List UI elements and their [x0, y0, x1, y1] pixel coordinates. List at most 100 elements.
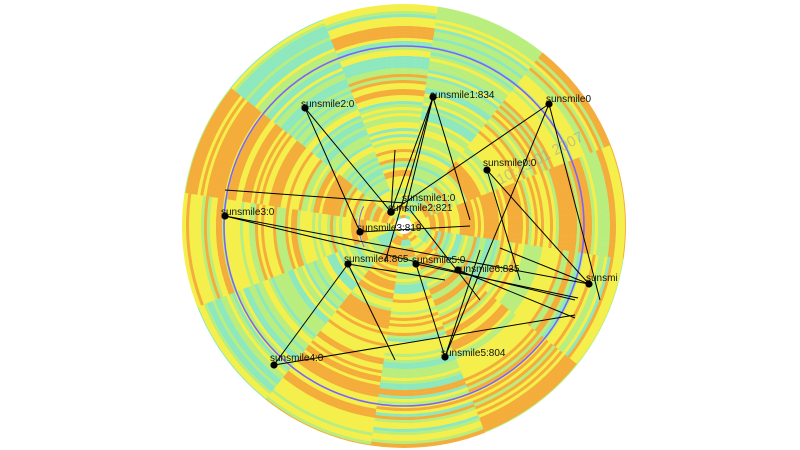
ring-band	[339, 49, 432, 65]
ring-band	[380, 364, 460, 379]
ring-band	[424, 229, 433, 245]
ring-band	[359, 241, 377, 263]
ring-band	[405, 214, 412, 220]
ring-band	[485, 241, 510, 294]
ring-band	[268, 139, 300, 206]
ring-band	[433, 25, 532, 71]
ring-band	[475, 196, 485, 239]
ring-band	[312, 337, 383, 371]
ring-band	[302, 349, 381, 386]
ring-band	[327, 134, 370, 167]
ring-band	[377, 381, 467, 397]
ring-band	[372, 205, 382, 222]
ring-band	[236, 289, 295, 367]
ring-band	[361, 109, 422, 121]
ring-band	[595, 149, 614, 259]
ring-band	[378, 375, 464, 391]
ring-band	[448, 168, 474, 201]
ring-band	[353, 165, 382, 188]
ring-band	[484, 193, 494, 240]
ring-band	[362, 112, 422, 124]
ring-band	[231, 291, 291, 371]
ring-band	[358, 100, 424, 113]
ring-band	[329, 316, 387, 344]
ring-band	[567, 160, 584, 254]
node-sunsmile6-835[interactable]: sunsmile6:835	[454, 264, 520, 275]
ring-band	[525, 71, 588, 156]
ring-band	[357, 170, 384, 192]
ring-band	[378, 154, 415, 163]
node-sunsmile2-821[interactable]: sunsmile2:821	[387, 203, 453, 216]
ring-band	[317, 212, 327, 258]
ring-band	[365, 271, 396, 288]
ring-band	[374, 145, 417, 155]
node-sunsmile4-865[interactable]: sunsmile4:865	[344, 254, 409, 268]
ring-band	[250, 284, 304, 355]
node-sunsmile2-0[interactable]: sunsmile2:0	[301, 99, 355, 112]
ring-band	[435, 16, 538, 64]
ring-band	[250, 128, 286, 204]
edge-line	[415, 263, 579, 299]
ring-band	[528, 175, 542, 248]
ring-band	[449, 234, 466, 265]
ring-band	[372, 412, 479, 430]
ring-band	[326, 214, 336, 255]
ring-band	[386, 331, 447, 343]
ring-band	[342, 187, 359, 218]
ring-band	[414, 228, 422, 237]
ring-band	[301, 264, 338, 313]
ring-band	[510, 90, 566, 165]
ring-band	[268, 64, 343, 120]
ring-band	[440, 233, 454, 258]
ring-band	[377, 221, 383, 236]
ring-band	[431, 274, 467, 301]
ring-band	[225, 293, 287, 376]
ring-band	[302, 210, 313, 263]
node-sunsmile0-0[interactable]: sunsmile0:0	[483, 158, 537, 174]
ring-band	[564, 256, 611, 358]
inner-guide-arc	[358, 180, 450, 272]
ring-band	[309, 166, 333, 213]
ring-band	[238, 121, 277, 202]
node-sunsmile4-0[interactable]: sunsmile4:0	[270, 353, 324, 369]
ring-band	[601, 147, 620, 260]
ring-band	[329, 137, 371, 169]
ring-band	[426, 230, 436, 247]
ring-band	[377, 384, 468, 400]
ring-band	[281, 272, 325, 329]
node-sunsmile3-0[interactable]: sunsmile3:0	[221, 207, 275, 220]
ring-band	[304, 346, 381, 383]
ring-band	[351, 192, 366, 219]
ring-band	[256, 281, 308, 350]
node-sunsmile1-0[interactable]: sunsmile1:0	[402, 193, 456, 204]
ring-band	[408, 191, 427, 202]
node-sunsmile1-834[interactable]: sunsmile1:834	[429, 90, 495, 101]
ring-band	[458, 320, 526, 371]
ring-band	[331, 140, 372, 171]
ring-band	[334, 34, 434, 51]
ring-band	[468, 142, 504, 189]
ring-band	[425, 196, 440, 214]
ring-band	[299, 353, 380, 392]
ring-band	[280, 377, 376, 421]
ring-band	[327, 16, 437, 35]
ring-band	[413, 242, 427, 254]
ring-band	[419, 228, 427, 241]
ring-band	[240, 30, 330, 98]
node-sunsmile5-804[interactable]: sunsmile5:804	[441, 348, 506, 361]
ring-band	[343, 154, 378, 180]
node-sunsmi[interactable]: sunsmi	[585, 273, 618, 288]
ring-band	[396, 232, 403, 238]
ring-band	[436, 7, 543, 57]
node-sunsmile5-0[interactable]: sunsmile5:0	[412, 255, 466, 268]
ring-band	[373, 406, 476, 424]
ring-band	[427, 69, 504, 106]
ring-band	[530, 64, 597, 153]
ring-band	[354, 244, 373, 268]
node-sunsmile0[interactable]: sunsmile0	[545, 94, 591, 108]
ring-band	[432, 31, 528, 75]
ring-band	[294, 95, 355, 141]
ring-band	[211, 104, 256, 198]
ring-band	[359, 278, 394, 297]
node-sunsmile3-819[interactable]: sunsmile3:819	[356, 223, 422, 236]
